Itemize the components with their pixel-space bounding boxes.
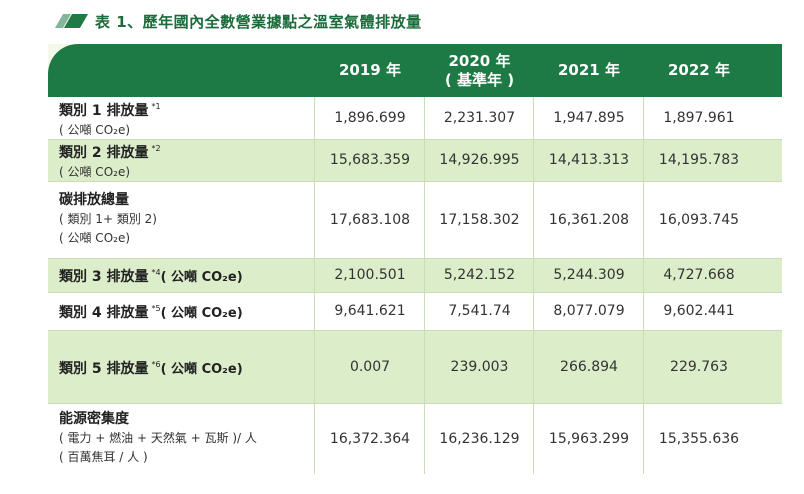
- table-cell: 16,093.745: [658, 211, 740, 228]
- row-label: 類別 3 排放量 *4( 公噸 CO₂e): [59, 258, 243, 292]
- row-unit: ( 公噸 CO₂e): [160, 361, 243, 377]
- row-divider: [48, 181, 782, 182]
- row-label: 類別 1 排放量 *1( 公噸 CO₂e): [59, 97, 161, 139]
- row-divider: [48, 330, 782, 331]
- row-label: 類別 2 排放量 *2( 公噸 CO₂e): [59, 139, 161, 181]
- column-header-4: 2022 年: [644, 44, 754, 97]
- row-label-main: 能源密集度: [59, 410, 257, 429]
- table-row: 類別 4 排放量 *5( 公噸 CO₂e) 9,641.621 7,541.74 8,0…: [48, 292, 782, 330]
- footnote-marker: *5: [151, 304, 161, 313]
- emissions-table: 2019 年 2020 年( 基準年 ) 2021 年 2022 年 類別 1 排放量…: [48, 44, 782, 474]
- table-cell: 4,727.668: [663, 267, 735, 283]
- column-header-year: 2021 年: [558, 61, 620, 79]
- row-label: 類別 5 排放量 *6( 公噸 CO₂e): [59, 330, 243, 403]
- row-label-text: 類別 2 排放量: [59, 144, 149, 161]
- table-header: 2019 年 2020 年( 基準年 ) 2021 年 2022 年: [48, 44, 782, 97]
- table-cell: 9,641.621: [334, 303, 406, 319]
- table-cell: 16,361.208: [548, 211, 630, 228]
- row-label-main: 類別 2 排放量 *2: [59, 139, 161, 163]
- row-label-text: 類別 3 排放量: [59, 269, 149, 285]
- column-header-2: 2020 年( 基準年 ): [425, 44, 534, 97]
- row-label-text: 碳排放總量: [59, 192, 129, 208]
- column-divider: [533, 97, 534, 474]
- row-label-sub: ( 電力 + 燃油 + 天然氣 + 瓦斯 )/ 人: [59, 431, 257, 445]
- table-cell: 5,242.152: [443, 267, 516, 283]
- table-cell: 16,372.364: [329, 430, 411, 447]
- footnote-marker: *4: [151, 268, 161, 277]
- row-label-text: 類別 1 排放量: [59, 102, 149, 119]
- table-row: 類別 3 排放量 *4( 公噸 CO₂e) 2,100.501 5,242.152 5,…: [48, 258, 782, 292]
- column-header-year: 2019 年: [339, 61, 401, 79]
- table-row: 類別 1 排放量 *1( 公噸 CO₂e) 1,896.699 2,231.307 1,…: [48, 97, 782, 139]
- table-cell: 9,602.441: [663, 303, 735, 319]
- table-cell: 229.763: [670, 358, 728, 375]
- row-divider: [48, 403, 782, 404]
- table-cell: 17,158.302: [439, 211, 520, 228]
- column-header-1: 2019 年: [315, 44, 425, 97]
- row-label: 碳排放總量 ( 類別 1+ 類別 2) ( 公噸 CO₂e): [59, 181, 157, 258]
- table-cell: 15,355.636: [658, 430, 740, 447]
- table-row: 碳排放總量 ( 類別 1+ 類別 2) ( 公噸 CO₂e) 17,683.108 17…: [48, 181, 782, 258]
- row-label-main: 類別 3 排放量 *4( 公噸 CO₂e): [59, 263, 243, 287]
- table-cell: 7,541.74: [448, 303, 511, 319]
- row-label-sub: ( 公噸 CO₂e): [59, 231, 131, 245]
- row-label-sub: ( 百萬焦耳 / 人 ): [59, 450, 148, 464]
- footnote-marker: *1: [151, 101, 161, 111]
- row-label-sub: ( 公噸 CO₂e): [59, 164, 131, 179]
- column-header-note: ( 基準年 ): [444, 70, 515, 89]
- table-cell: 239.003: [450, 358, 509, 375]
- row-label-main: 類別 4 排放量 *5( 公噸 CO₂e): [59, 299, 243, 323]
- table-cell: 0.007: [349, 358, 391, 375]
- table-cell: 1,897.961: [663, 110, 735, 126]
- column-divider: [643, 97, 644, 474]
- row-divider: [48, 258, 782, 259]
- table-cell: 14,413.313: [548, 152, 630, 168]
- table-row: 類別 5 排放量 *6( 公噸 CO₂e) 0.007 239.003 266.894 2…: [48, 330, 782, 403]
- row-label-main: 類別 5 排放量 *6( 公噸 CO₂e): [59, 355, 243, 379]
- table-cell: 2,100.501: [334, 267, 406, 283]
- row-label: 類別 4 排放量 *5( 公噸 CO₂e): [59, 292, 243, 330]
- row-unit: ( 公噸 CO₂e): [160, 306, 243, 321]
- table-cell: 5,244.309: [553, 267, 625, 283]
- row-label: 能源密集度 ( 電力 + 燃油 + 天然氣 + 瓦斯 )/ 人 ( 百萬焦耳 / 人…: [59, 403, 257, 474]
- row-label-main: 碳排放總量: [59, 191, 157, 210]
- table-cell: 17,683.108: [329, 211, 411, 228]
- table-cell: 2,231.307: [443, 110, 516, 126]
- table-cell: 16,236.129: [439, 430, 520, 447]
- table-cell: 15,683.359: [329, 152, 411, 168]
- table-cell: 14,195.783: [658, 152, 740, 168]
- table-cell: 1,947.895: [553, 110, 625, 126]
- row-unit: ( 公噸 CO₂e): [160, 270, 243, 285]
- footnote-marker: *2: [151, 143, 161, 153]
- row-divider: [48, 292, 782, 293]
- column-divider: [424, 97, 425, 474]
- column-divider: [314, 97, 315, 474]
- title-row: 表 1、歷年國內全數營業據點之溫室氣體排放量: [54, 8, 422, 34]
- column-header-year: 2022 年: [668, 61, 730, 79]
- table-cell: 266.894: [560, 358, 618, 375]
- row-label-main: 類別 1 排放量 *1: [59, 97, 161, 121]
- column-header-3: 2021 年: [534, 44, 644, 97]
- table-row: 能源密集度 ( 電力 + 燃油 + 天然氣 + 瓦斯 )/ 人 ( 百萬焦耳 / 人…: [48, 403, 782, 474]
- row-label-text: 類別 4 排放量: [59, 305, 149, 321]
- footnote-marker: *6: [151, 359, 161, 369]
- table-cell: 14,926.995: [439, 152, 520, 168]
- row-label-sub: ( 類別 1+ 類別 2): [59, 212, 157, 226]
- row-divider: [48, 139, 782, 140]
- table-title: 表 1、歷年國內全數營業據點之溫室氣體排放量: [95, 12, 422, 31]
- row-label-text: 能源密集度: [59, 411, 129, 427]
- column-header-year: 2020 年: [448, 51, 511, 70]
- row-label-sub: ( 公噸 CO₂e): [59, 122, 131, 137]
- slash-marker-icon: [54, 14, 89, 28]
- row-label-text: 類別 5 排放量: [59, 360, 149, 377]
- table-cell: 15,963.299: [548, 430, 630, 447]
- table-cell: 1,896.699: [334, 110, 406, 126]
- table-cell: 8,077.079: [553, 303, 625, 319]
- table-row: 類別 2 排放量 *2( 公噸 CO₂e) 15,683.359 14,926.995…: [48, 139, 782, 181]
